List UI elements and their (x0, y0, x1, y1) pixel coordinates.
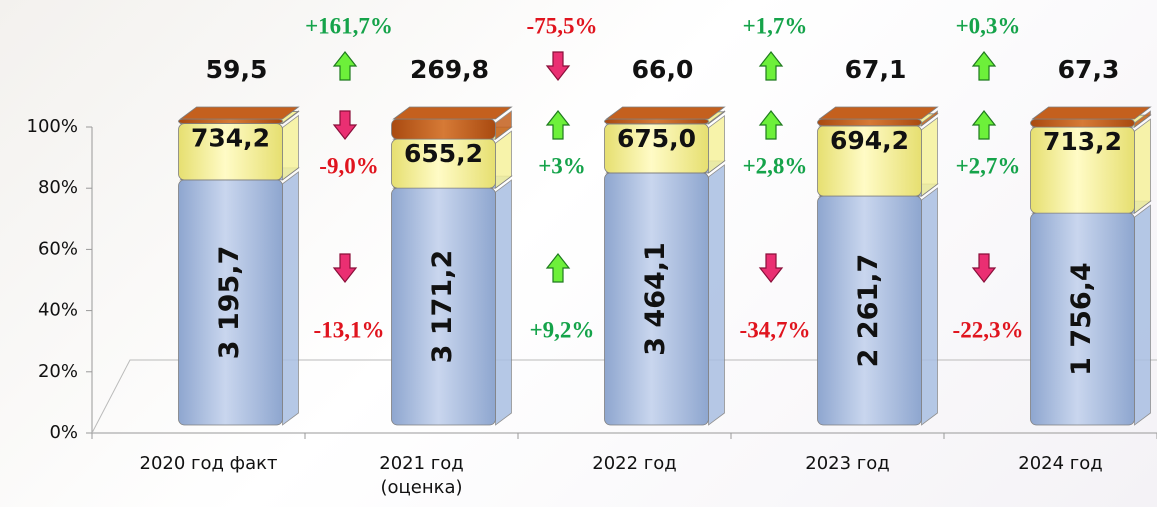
value-label: 1 756,4 (1066, 262, 1097, 376)
change-label: +9,2% (530, 317, 595, 342)
bar-face (1134, 118, 1151, 214)
arrow-up (545, 110, 571, 140)
change-label: +3% (538, 153, 586, 178)
bar-face (391, 118, 496, 140)
change-label: +2,8% (743, 153, 808, 178)
bar-face (708, 164, 725, 426)
y-tick-label: 40% (38, 300, 78, 321)
y-tick-label: 20% (38, 361, 78, 382)
change-label: +161,7% (305, 13, 393, 38)
x-tick-label: 2020 год факт (139, 453, 278, 474)
change-label: +1,7% (743, 13, 808, 38)
value-label: 2 261,7 (853, 254, 884, 368)
value-label: 3 464,1 (640, 242, 671, 356)
value-label: 67,1 (845, 55, 907, 84)
bar-face (1031, 106, 1152, 120)
value-label: 59,5 (206, 55, 268, 84)
arrow-down (332, 110, 358, 140)
bar-segment (391, 106, 513, 140)
change-label: -34,7% (740, 317, 811, 342)
value-label: 66,0 (632, 55, 694, 84)
x-tick-label: 2021 год (оценка) (379, 453, 464, 498)
change-label: +0,3% (956, 13, 1021, 38)
value-label: 67,3 (1058, 55, 1120, 84)
arrow-up (332, 51, 358, 81)
bar-face (282, 171, 299, 426)
x-tick-label: 2024 год (1018, 453, 1103, 474)
bar-face (179, 106, 300, 120)
bar-face (921, 187, 938, 426)
y-tick-label: 0% (49, 422, 78, 443)
value-label: 3 171,2 (427, 250, 458, 364)
value-label: 3 195,7 (214, 246, 245, 360)
bar-segment (178, 106, 300, 125)
arrow-down (545, 51, 571, 81)
bar-face (178, 118, 283, 124)
y-tick-label: 80% (38, 177, 78, 198)
arrow-up (971, 110, 997, 140)
arrow-up (758, 51, 784, 81)
bar-face (1134, 204, 1151, 426)
bar-face (495, 130, 512, 189)
bar-face (921, 110, 938, 127)
bar-segment (1030, 106, 1152, 128)
bar-face (392, 106, 513, 120)
bar-face (921, 116, 938, 197)
arrow-up (545, 253, 571, 283)
bar-face (708, 115, 725, 174)
bar-face (282, 110, 299, 125)
bar-face (605, 106, 726, 120)
change-label: -22,3% (953, 317, 1024, 342)
value-label: 713,2 (1043, 127, 1122, 156)
value-label: 694,2 (830, 126, 909, 155)
x-tick-label: 2023 год (805, 453, 890, 474)
bar-segment (604, 106, 726, 125)
bar-face (282, 114, 299, 181)
arrow-up (971, 51, 997, 81)
value-label: 655,2 (404, 139, 483, 168)
bar-face (817, 118, 922, 127)
bar-face (604, 118, 709, 125)
change-label: -13,1% (314, 317, 385, 342)
bar-face (495, 110, 512, 140)
arrow-down (971, 253, 997, 283)
x-tick-label: 2022 год (592, 453, 677, 474)
bar-face (708, 110, 725, 125)
change-label: +2,7% (956, 153, 1021, 178)
bar-face (1134, 110, 1151, 128)
bar-face (495, 179, 512, 426)
arrow-up (758, 110, 784, 140)
value-label: 269,8 (410, 55, 489, 84)
change-label: -9,0% (319, 153, 378, 178)
bar-face (818, 106, 939, 120)
value-label: 675,0 (617, 124, 696, 153)
y-tick-label: 100% (27, 116, 78, 137)
y-tick-label: 60% (38, 238, 78, 259)
change-label: -75,5% (527, 13, 598, 38)
arrow-down (332, 253, 358, 283)
bar-face (1030, 118, 1135, 128)
arrow-down (758, 253, 784, 283)
bar-segment (817, 106, 939, 127)
floor (91, 359, 1157, 434)
value-label: 734,2 (191, 124, 270, 153)
